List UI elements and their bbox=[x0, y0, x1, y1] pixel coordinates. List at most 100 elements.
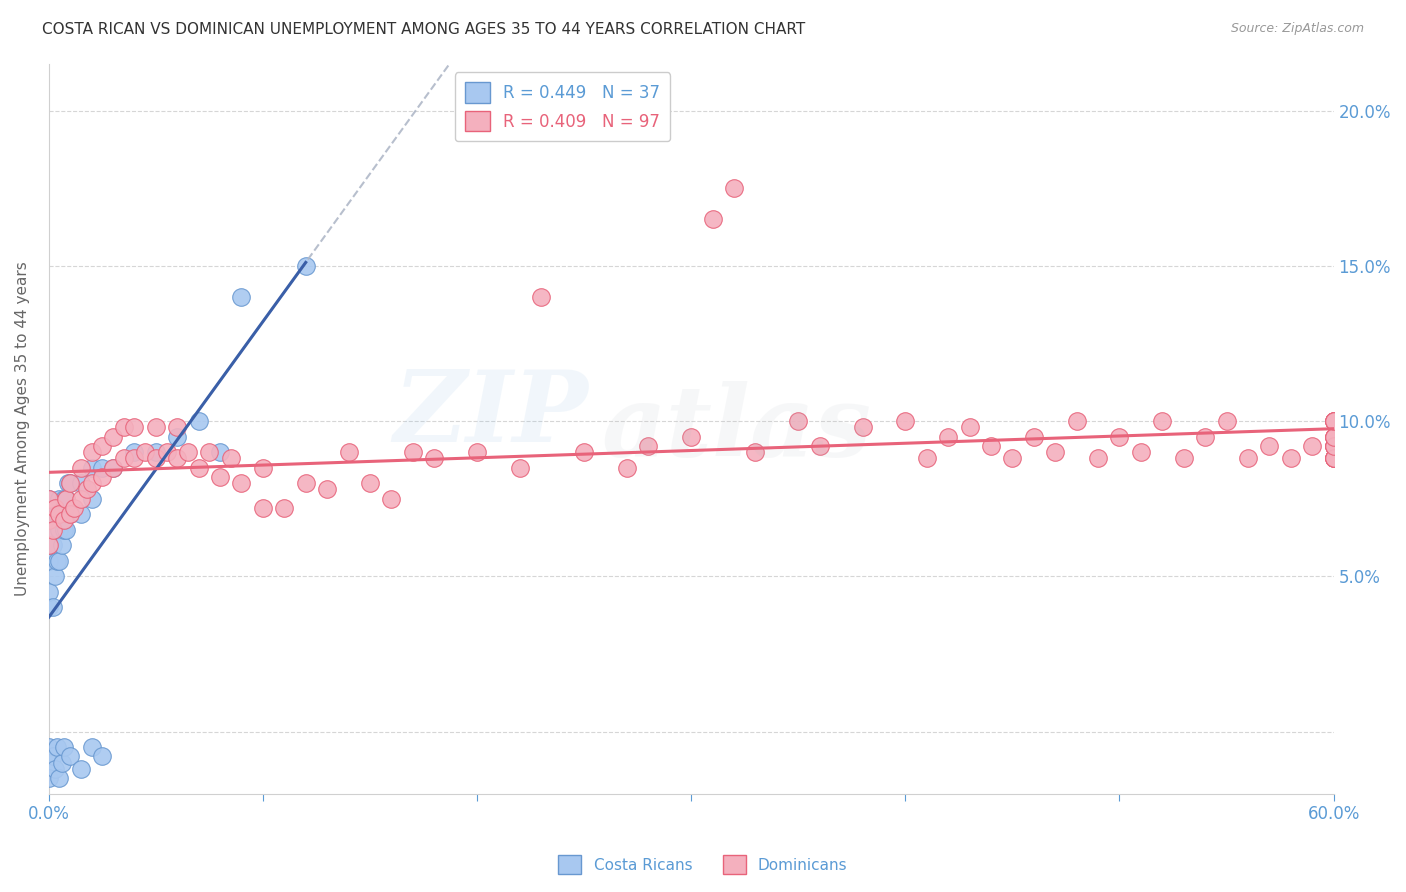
Point bbox=[80, 445, 103, 459]
Point bbox=[52, 523, 75, 537]
Point bbox=[48, 508, 70, 522]
Point bbox=[59, 476, 82, 491]
Point bbox=[46, 740, 69, 755]
Point bbox=[1108, 429, 1130, 443]
Point bbox=[616, 460, 638, 475]
Point bbox=[1066, 414, 1088, 428]
Point bbox=[787, 414, 810, 428]
Point bbox=[198, 445, 221, 459]
Point bbox=[1258, 439, 1281, 453]
Point bbox=[637, 439, 659, 453]
Point bbox=[465, 445, 488, 459]
Point bbox=[252, 460, 274, 475]
Point bbox=[91, 749, 114, 764]
Point bbox=[380, 491, 402, 506]
Point bbox=[1237, 451, 1260, 466]
Point bbox=[124, 420, 146, 434]
Point bbox=[1323, 414, 1346, 428]
Point bbox=[38, 740, 60, 755]
Point bbox=[51, 508, 73, 522]
Point bbox=[1323, 429, 1346, 443]
Point bbox=[70, 460, 93, 475]
Point bbox=[80, 460, 103, 475]
Point bbox=[52, 740, 75, 755]
Point bbox=[294, 476, 316, 491]
Point bbox=[1323, 414, 1346, 428]
Point bbox=[1323, 414, 1346, 428]
Point bbox=[1323, 451, 1346, 466]
Point bbox=[59, 508, 82, 522]
Point bbox=[1323, 451, 1346, 466]
Legend: Costa Ricans, Dominicans: Costa Ricans, Dominicans bbox=[553, 849, 853, 880]
Point bbox=[38, 554, 60, 568]
Point bbox=[56, 476, 79, 491]
Point bbox=[145, 445, 167, 459]
Point bbox=[38, 585, 60, 599]
Point bbox=[1087, 451, 1109, 466]
Point bbox=[980, 439, 1002, 453]
Point bbox=[231, 290, 253, 304]
Point bbox=[134, 445, 156, 459]
Point bbox=[101, 460, 124, 475]
Point bbox=[209, 445, 232, 459]
Point bbox=[52, 491, 75, 506]
Point bbox=[359, 476, 381, 491]
Point bbox=[166, 451, 188, 466]
Point bbox=[702, 212, 724, 227]
Point bbox=[52, 513, 75, 527]
Point bbox=[1215, 414, 1237, 428]
Point bbox=[38, 600, 60, 615]
Point bbox=[101, 429, 124, 443]
Point bbox=[55, 491, 77, 506]
Point bbox=[231, 476, 253, 491]
Point bbox=[723, 181, 745, 195]
Text: ZIP: ZIP bbox=[394, 366, 588, 463]
Point bbox=[1323, 429, 1346, 443]
Point bbox=[38, 538, 60, 552]
Point bbox=[252, 501, 274, 516]
Point bbox=[166, 429, 188, 443]
Point bbox=[112, 420, 135, 434]
Point bbox=[38, 756, 60, 770]
Point bbox=[187, 414, 209, 428]
Point bbox=[42, 749, 65, 764]
Point bbox=[51, 538, 73, 552]
Point bbox=[1323, 429, 1346, 443]
Point bbox=[894, 414, 917, 428]
Point bbox=[145, 420, 167, 434]
Point bbox=[1152, 414, 1174, 428]
Point bbox=[70, 491, 93, 506]
Point bbox=[851, 420, 873, 434]
Point bbox=[572, 445, 595, 459]
Point bbox=[1279, 451, 1302, 466]
Point bbox=[44, 569, 66, 583]
Legend: R = 0.449   N = 37, R = 0.409   N = 97: R = 0.449 N = 37, R = 0.409 N = 97 bbox=[456, 72, 671, 142]
Point bbox=[44, 501, 66, 516]
Point bbox=[273, 501, 295, 516]
Point bbox=[124, 445, 146, 459]
Point bbox=[155, 445, 177, 459]
Point bbox=[44, 762, 66, 776]
Point bbox=[1194, 429, 1216, 443]
Point bbox=[80, 740, 103, 755]
Point bbox=[808, 439, 831, 453]
Point bbox=[1129, 445, 1152, 459]
Point bbox=[744, 445, 766, 459]
Point bbox=[187, 460, 209, 475]
Point bbox=[42, 523, 65, 537]
Point bbox=[1045, 445, 1067, 459]
Point bbox=[681, 429, 703, 443]
Point bbox=[44, 523, 66, 537]
Point bbox=[316, 483, 339, 497]
Text: atlas: atlas bbox=[602, 381, 872, 477]
Point bbox=[46, 554, 69, 568]
Point bbox=[959, 420, 981, 434]
Point bbox=[219, 451, 242, 466]
Point bbox=[936, 429, 959, 443]
Point bbox=[1323, 451, 1346, 466]
Point bbox=[70, 508, 93, 522]
Point bbox=[1323, 439, 1346, 453]
Point bbox=[91, 470, 114, 484]
Point bbox=[80, 476, 103, 491]
Point bbox=[63, 501, 86, 516]
